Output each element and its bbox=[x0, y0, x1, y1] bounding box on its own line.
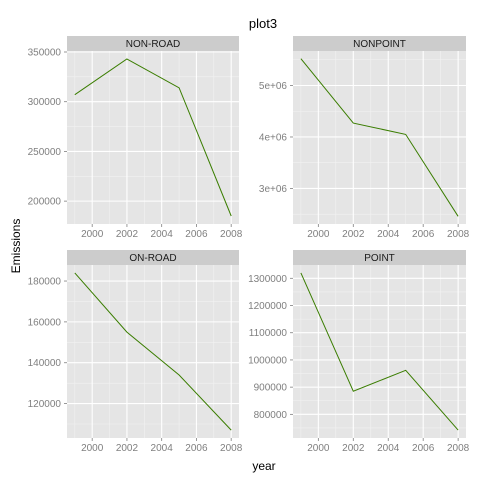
y-axis-title: Emissions bbox=[9, 219, 23, 274]
series-line-point bbox=[300, 272, 459, 431]
y-tick-label: 160000 bbox=[28, 317, 62, 328]
panel-background bbox=[293, 265, 466, 438]
x-tick-label: 2000 bbox=[81, 229, 104, 240]
facet-panels: NON-ROAD 2000 2002 2004 2006 2008 200000 250000… bbox=[28, 36, 470, 454]
x-tick-label: 2006 bbox=[185, 229, 208, 240]
facet-strip bbox=[293, 250, 466, 265]
x-tick-label: 2008 bbox=[447, 229, 470, 240]
facet-strip-label: ON-ROAD bbox=[129, 253, 176, 264]
x-tick-label: 2000 bbox=[307, 443, 330, 454]
y-tick-label: 300000 bbox=[28, 97, 62, 108]
series-line-on-road bbox=[74, 272, 232, 431]
y-tick-label: 5e+06 bbox=[259, 81, 288, 92]
facet-strip-label: NONPOINT bbox=[353, 39, 406, 50]
x-tick-label: 2002 bbox=[342, 229, 365, 240]
panel-background bbox=[67, 265, 239, 438]
series-line-non-road bbox=[74, 58, 232, 217]
x-tick-label: 2006 bbox=[412, 443, 435, 454]
x-tick-label: 2004 bbox=[377, 229, 400, 240]
y-tick-label: 180000 bbox=[28, 277, 62, 288]
facet-strip bbox=[293, 36, 466, 51]
x-tick-label: 2000 bbox=[81, 443, 104, 454]
x-tick-label: 2006 bbox=[412, 229, 435, 240]
x-tick-label: 2006 bbox=[185, 443, 208, 454]
x-tick-label: 2008 bbox=[220, 443, 243, 454]
facet-strip-label: NON-ROAD bbox=[126, 39, 180, 50]
y-tick-label: 1300000 bbox=[248, 274, 287, 285]
y-tick-label: 200000 bbox=[28, 197, 62, 208]
facet-strip bbox=[67, 250, 239, 265]
y-tick-label: 3e+06 bbox=[259, 184, 288, 195]
x-tick-label: 2002 bbox=[116, 229, 139, 240]
facet-strip bbox=[67, 36, 239, 51]
y-tick-label: 900000 bbox=[254, 383, 288, 394]
y-tick-label: 800000 bbox=[254, 410, 288, 421]
y-tick-label: 350000 bbox=[28, 47, 62, 58]
x-tick-label: 2004 bbox=[377, 443, 400, 454]
x-tick-label: 2008 bbox=[220, 229, 243, 240]
x-tick-label: 2004 bbox=[151, 443, 174, 454]
y-tick-label: 250000 bbox=[28, 147, 62, 158]
series-line-nonpoint bbox=[300, 58, 459, 217]
x-tick-label: 2002 bbox=[342, 443, 365, 454]
y-tick-label: 1100000 bbox=[249, 328, 288, 339]
facet-non-road: NON-ROAD 2000 2002 2004 2006 2008 200000 250000… bbox=[28, 36, 243, 240]
facet-on-road: ON-ROAD 2000 2002 2004 2006 2008 120000 140000 1… bbox=[28, 250, 243, 454]
facet-nonpoint: NONPOINT 2000 2002 2004 2006 2008 3e+06 4e+06 5e… bbox=[259, 36, 470, 240]
y-tick-label: 140000 bbox=[28, 358, 62, 369]
x-tick-label: 2002 bbox=[116, 443, 139, 454]
facet-strip-label: POINT bbox=[364, 253, 395, 264]
x-tick-label: 2004 bbox=[151, 229, 174, 240]
x-tick-label: 2000 bbox=[307, 229, 330, 240]
x-tick-label: 2008 bbox=[447, 443, 470, 454]
x-axis-title: year bbox=[252, 459, 275, 473]
chart-title: plot3 bbox=[249, 16, 277, 31]
y-tick-label: 1200000 bbox=[248, 301, 287, 312]
y-tick-label: 120000 bbox=[28, 399, 62, 410]
facet-point: POINT 2000 2002 2004 2006 2008 800000 900000 100… bbox=[248, 250, 470, 454]
y-tick-label: 4e+06 bbox=[259, 132, 288, 143]
y-tick-label: 1000000 bbox=[248, 355, 287, 366]
